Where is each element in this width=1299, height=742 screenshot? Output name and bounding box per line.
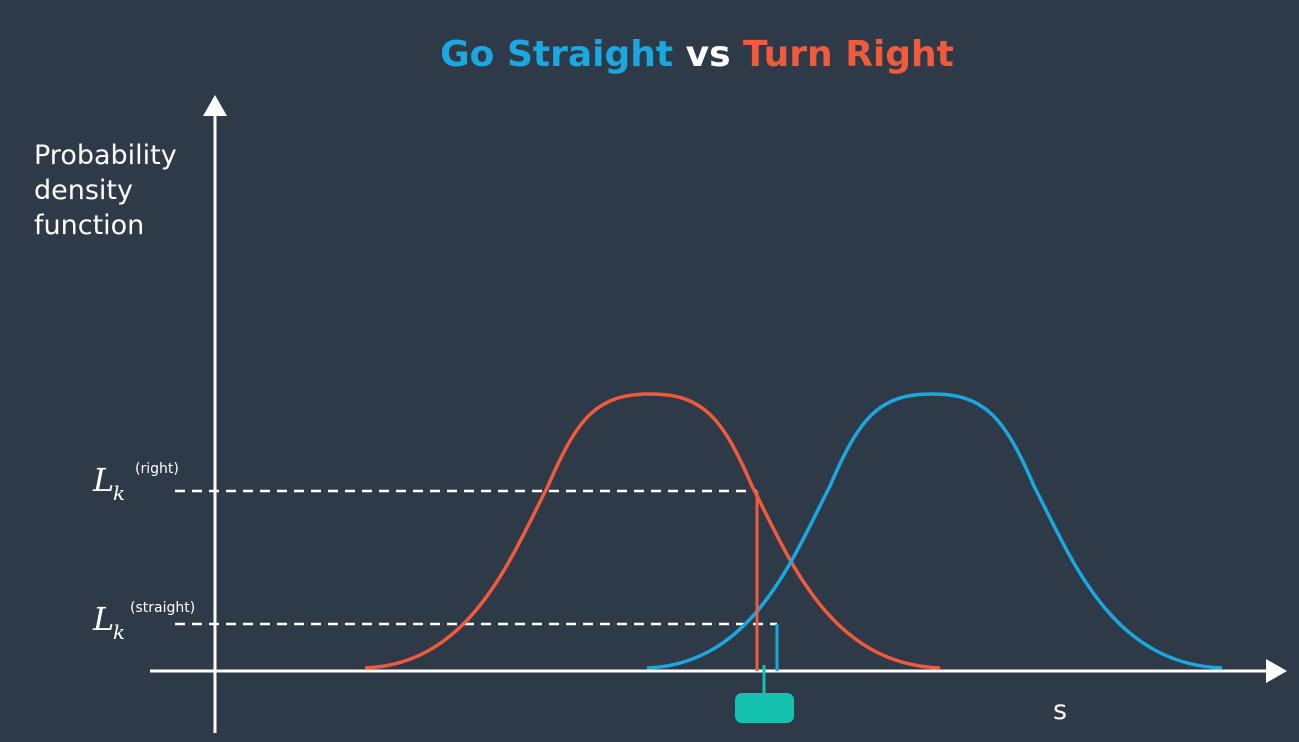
title-vs: vs (673, 34, 743, 75)
likelihood-right-subscript: k (113, 481, 125, 505)
y-axis-label-line1: Probability (34, 140, 177, 171)
likelihood-straight-superscript: (straight) (130, 600, 195, 616)
y-axis-label-line3: function (34, 210, 144, 241)
title-go-straight: Go Straight (440, 34, 673, 75)
likelihood-straight-label: L k (straight) (92, 600, 195, 644)
likelihood-straight-subscript: k (113, 620, 125, 644)
x-axis-label: s (1053, 695, 1067, 726)
turn-right-pdf-curve (364, 392, 941, 670)
likelihood-straight-symbol: L (92, 600, 114, 638)
diagram-title: Go Straight vs Turn Right (440, 34, 954, 75)
likelihood-right-label: L k (right) (92, 461, 179, 505)
likelihood-right-symbol: L (92, 461, 114, 499)
title-turn-right: Turn Right (743, 34, 954, 75)
arrow-right-icon (1266, 659, 1287, 683)
vehicle-marker-icon (735, 665, 794, 723)
arrow-up-icon (203, 95, 227, 116)
likelihood-right-superscript: (right) (135, 461, 179, 477)
go-straight-pdf-curve (646, 392, 1223, 670)
y-axis-label-line2: density (34, 175, 133, 206)
